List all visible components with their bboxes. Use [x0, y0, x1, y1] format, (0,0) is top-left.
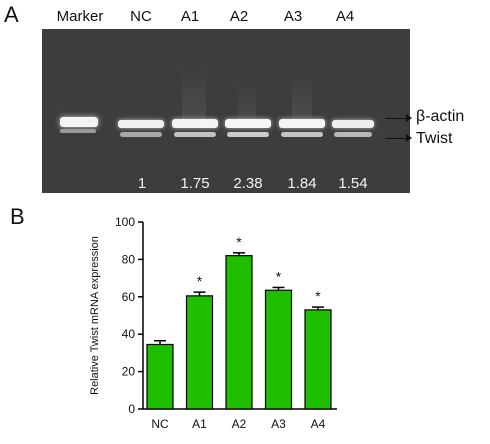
band-twist-a3	[281, 132, 323, 137]
y-axis-title: Relative Twist mRNA expression	[89, 236, 101, 395]
smear-a1	[182, 69, 206, 124]
y-tick-label: 20	[122, 365, 136, 379]
band-twist-a1	[174, 132, 216, 137]
ratio-nc: 1	[137, 175, 147, 192]
x-tick-label-a3: A3	[271, 417, 286, 431]
twist-label: Twist	[416, 130, 453, 147]
beta-actin-label: β-actin	[416, 108, 465, 125]
lane-label-a1: A1	[180, 8, 200, 25]
y-tick-label: 60	[122, 290, 136, 304]
bar-a4	[304, 309, 332, 410]
band-marker	[60, 117, 98, 127]
bar-a2	[225, 255, 253, 410]
x-tick-label-a4: A4	[311, 417, 326, 431]
significance-marker: *	[315, 288, 321, 304]
lane-label-a2: A2	[229, 8, 249, 25]
smear-a3	[292, 74, 312, 124]
band-marker-lower	[60, 129, 96, 133]
significance-marker: *	[236, 234, 242, 250]
panel-b-label: B	[10, 204, 25, 229]
bar-a1	[185, 295, 214, 410]
arrow-twist-line	[386, 138, 406, 139]
lane-label-marker: Marker	[56, 8, 104, 25]
band-actin-a1	[172, 119, 218, 128]
band-twist-a2	[227, 132, 269, 137]
ratio-a4: 1.54	[338, 175, 368, 192]
bar-nc	[146, 343, 174, 410]
y-tick-label: 0	[128, 402, 135, 416]
band-twist-nc	[120, 132, 162, 137]
ratio-a3: 1.84	[287, 175, 317, 192]
y-tick-label: 40	[122, 327, 136, 341]
x-tick-label-a2: A2	[232, 417, 247, 431]
band-actin-a3	[279, 119, 325, 128]
panel-a-label: A	[4, 2, 19, 27]
band-actin-a4	[332, 120, 374, 128]
band-actin-a2	[225, 119, 271, 128]
y-tick-label: 80	[122, 252, 136, 266]
ratio-a2: 2.38	[233, 175, 263, 192]
band-actin-nc	[118, 120, 164, 128]
band-twist-a4	[334, 132, 372, 137]
lane-label-nc: NC	[130, 8, 152, 25]
y-tick-label: 100	[115, 215, 135, 229]
lane-label-a4: A4	[335, 8, 355, 25]
gel-image: 1 1.75 2.38 1.84 1.54	[42, 29, 410, 193]
significance-marker: *	[276, 268, 282, 284]
ratio-a1: 1.75	[180, 175, 210, 192]
smear-a2	[238, 84, 256, 124]
arrow-twist-icon	[406, 134, 412, 142]
bar-a3	[264, 289, 293, 410]
lane-label-a3: A3	[283, 8, 303, 25]
x-tick-label-a1: A1	[192, 417, 207, 431]
significance-marker: *	[197, 273, 203, 289]
x-tick-label-nc: NC	[151, 417, 169, 431]
arrow-actin-icon	[406, 114, 412, 122]
arrow-actin-line	[386, 118, 406, 119]
